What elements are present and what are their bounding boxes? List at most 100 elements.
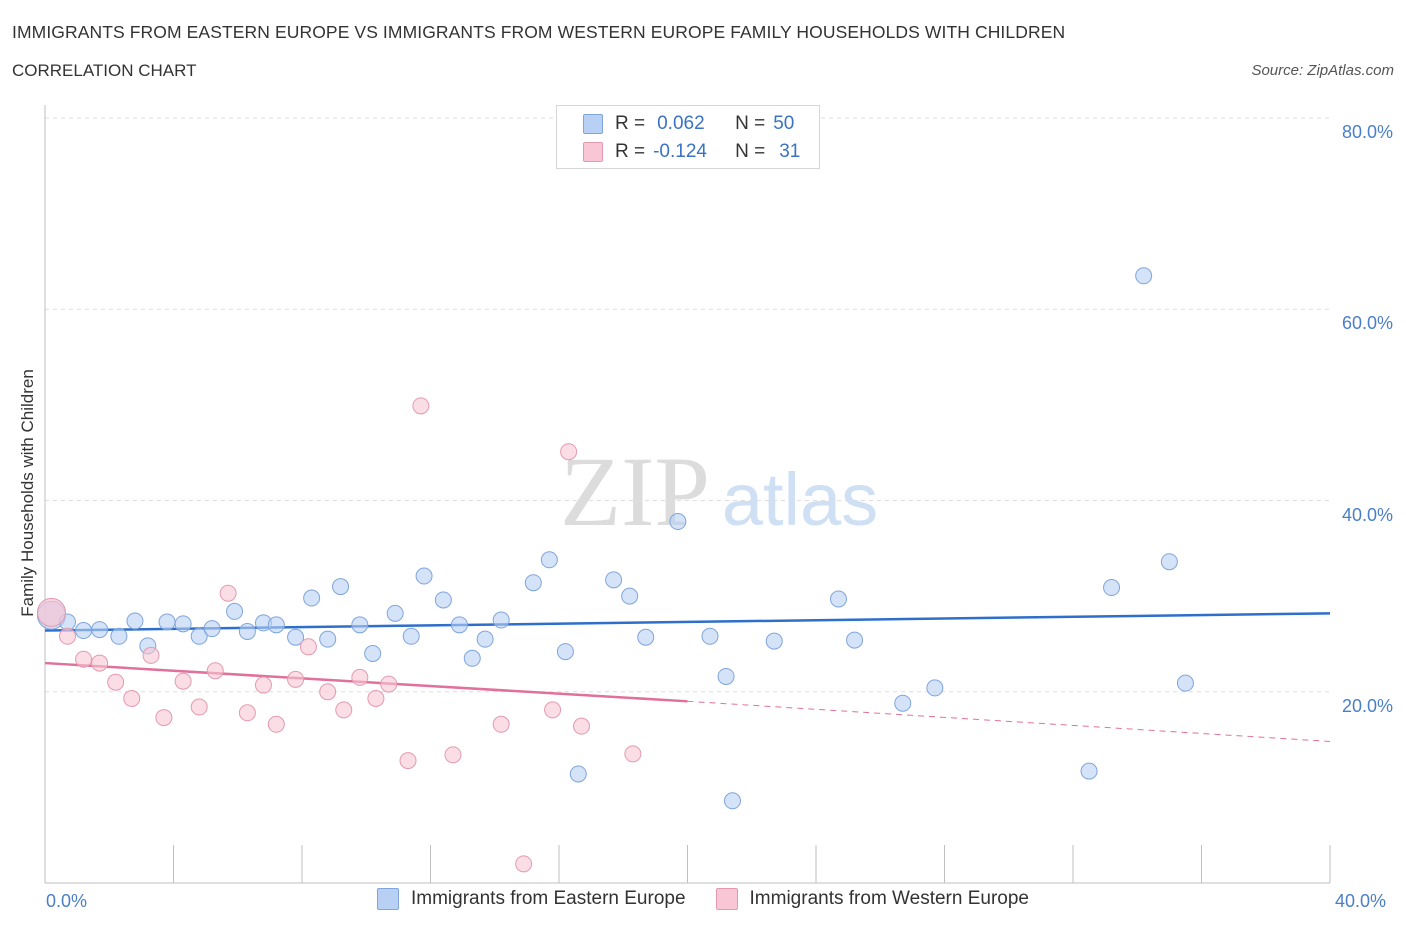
western-point-12 <box>238 704 256 722</box>
western-r-value: -0.124 <box>653 141 707 162</box>
eastern-point-45 <box>1080 762 1098 780</box>
western-point-6 <box>142 646 160 664</box>
eastern-point-2 <box>75 622 93 640</box>
eastern-point-30 <box>540 551 558 569</box>
eastern-point-11 <box>226 602 244 620</box>
eastern-point-8 <box>174 615 192 633</box>
eastern-point-14 <box>267 616 285 634</box>
eastern-point-31 <box>556 643 574 661</box>
eastern-point-3 <box>91 621 109 639</box>
western-point-30 <box>515 855 533 873</box>
legend-eastern-label: Immigrants from Eastern Europe <box>410 888 686 909</box>
chart-subtitle: CORRELATION CHART <box>12 61 197 80</box>
western-point-11 <box>219 584 237 602</box>
western-point-2 <box>75 650 93 668</box>
western-point-15 <box>287 670 305 688</box>
data-points <box>36 267 1194 873</box>
eastern-point-44 <box>926 679 944 697</box>
eastern-point-7 <box>158 613 176 631</box>
eastern-point-29 <box>524 574 542 592</box>
eastern-point-4 <box>110 627 128 645</box>
eastern-point-41 <box>829 590 847 608</box>
eastern-point-24 <box>434 591 452 609</box>
eastern-point-26 <box>463 649 481 667</box>
western-point-5 <box>123 689 141 707</box>
legend-western-swatch <box>715 888 738 910</box>
eastern-point-9 <box>190 627 208 645</box>
eastern-point-21 <box>386 604 404 622</box>
western-point-21 <box>380 675 398 693</box>
eastern-point-25 <box>450 616 468 634</box>
western-point-16 <box>299 638 317 656</box>
western-point-9 <box>190 698 208 716</box>
eastern-point-37 <box>701 627 719 645</box>
eastern-point-43 <box>894 694 912 712</box>
western-point-25 <box>492 715 510 733</box>
eastern-point-22 <box>402 627 420 645</box>
eastern-swatch <box>583 114 603 134</box>
western-trend-extension <box>687 700 1331 742</box>
eastern-point-19 <box>351 616 369 634</box>
eastern-point-10 <box>203 620 221 638</box>
western-point-1 <box>58 627 76 645</box>
eastern-point-46 <box>1103 579 1121 597</box>
x-tick-marks <box>173 845 1331 883</box>
western-point-14 <box>267 715 285 733</box>
western-swatch <box>583 142 603 162</box>
eastern-n-label: N = <box>735 113 766 134</box>
trend-lines <box>44 612 1331 742</box>
source-label: Source: ZipAtlas.com <box>1251 62 1394 79</box>
eastern-point-15 <box>287 628 305 646</box>
eastern-point-5 <box>126 612 144 630</box>
legend-item-eastern[interactable]: Immigrants from Eastern Europe <box>376 888 686 910</box>
western-point-20 <box>367 689 385 707</box>
western-point-19 <box>351 668 369 686</box>
western-point-17 <box>319 683 337 701</box>
western-point-23 <box>412 397 430 415</box>
legend-item-western[interactable]: Immigrants from Western Europe <box>715 888 1029 910</box>
eastern-point-16 <box>303 589 321 607</box>
watermark: ZIP atlas <box>560 436 878 547</box>
western-n-value: 31 <box>779 141 801 162</box>
watermark-zip: ZIP <box>560 436 710 547</box>
stats-box: R = 0.062 N = 50 R = -0.124 N = 31 <box>556 105 820 169</box>
y-tick-label-40: 40.0% <box>1341 504 1393 525</box>
western-point-4 <box>107 673 125 691</box>
chart-title: IMMIGRANTS FROM EASTERN EUROPE VS IMMIGR… <box>12 22 1066 42</box>
eastern-point-34 <box>621 587 639 605</box>
x-tick-label-max: 40.0% <box>1335 891 1387 911</box>
western-point-13 <box>254 676 272 694</box>
eastern-point-36 <box>669 513 687 531</box>
eastern-point-18 <box>332 578 350 596</box>
y-tick-label-60: 60.0% <box>1341 313 1393 334</box>
eastern-point-12 <box>238 623 256 641</box>
western-point-0 <box>36 597 66 627</box>
stats-row-eastern: R = 0.062 N = 50 <box>583 111 794 137</box>
eastern-r-value: 0.062 <box>657 113 705 134</box>
y-tick-label-20: 20.0% <box>1341 695 1393 716</box>
eastern-point-28 <box>492 611 510 629</box>
y-tick-label-80: 80.0% <box>1341 122 1393 142</box>
eastern-point-35 <box>637 628 655 646</box>
western-point-10 <box>206 662 224 680</box>
western-point-26 <box>544 701 562 719</box>
stats-row-western: R = -0.124 N = 31 <box>583 139 800 165</box>
watermark-atlas: atlas <box>722 458 878 541</box>
western-point-8 <box>174 672 192 690</box>
western-point-18 <box>335 701 353 719</box>
eastern-point-39 <box>723 792 741 810</box>
x-tick-label-min: 0.0% <box>46 891 88 911</box>
western-point-22 <box>399 752 417 770</box>
eastern-point-33 <box>605 571 623 589</box>
legend-western-label: Immigrants from Western Europe <box>749 888 1029 909</box>
eastern-point-49 <box>1176 674 1194 692</box>
eastern-point-20 <box>364 645 382 662</box>
western-point-24 <box>444 746 462 764</box>
eastern-point-23 <box>415 567 433 585</box>
western-n-label: N = <box>735 141 766 162</box>
western-point-3 <box>91 654 109 672</box>
eastern-r-label: R = <box>615 113 646 134</box>
eastern-point-40 <box>765 632 783 650</box>
eastern-point-42 <box>846 631 864 649</box>
